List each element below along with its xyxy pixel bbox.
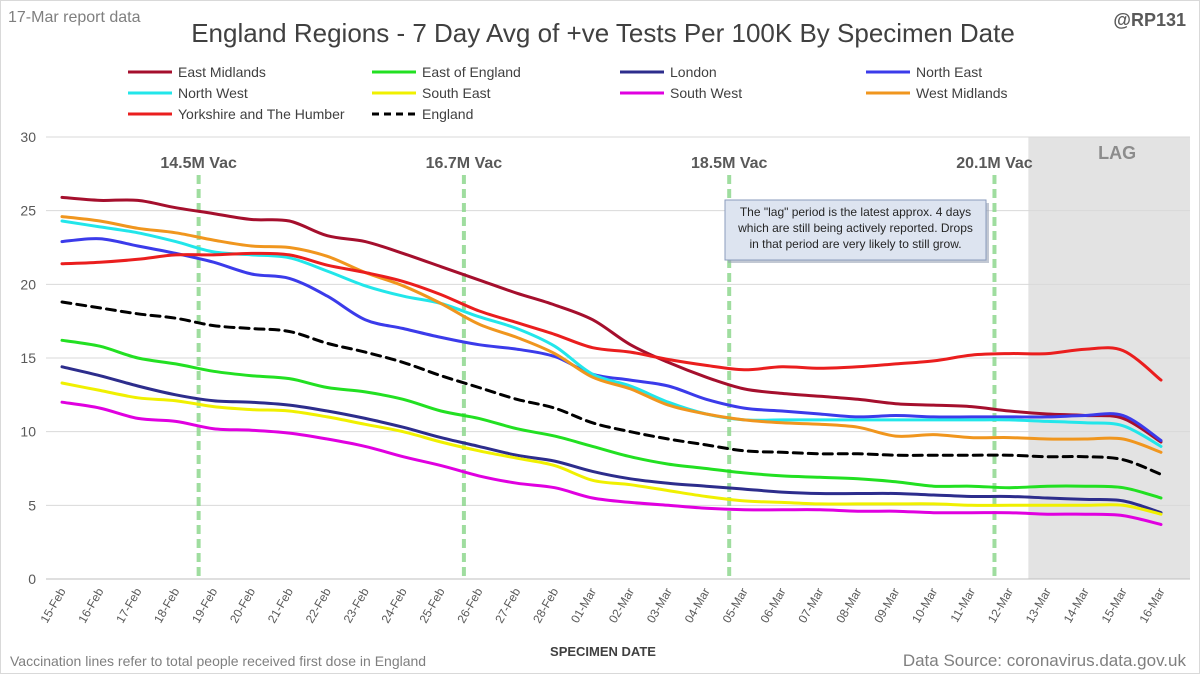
legend: East Midlands East of England London North … [128, 64, 1008, 122]
report-label: 17-Mar report data [8, 9, 141, 26]
y-tick-label: 10 [20, 424, 36, 440]
chart-title: England Regions - 7 Day Avg of +ve Tests… [191, 18, 1015, 48]
series-line-south-east [60, 381, 1163, 516]
legend-label-england: England [422, 106, 473, 122]
legend-label-east-midlands: East Midlands [178, 64, 266, 80]
legend-label-west-midlands: West Midlands [916, 85, 1008, 101]
legend-label-east-of-england: East of England [422, 64, 521, 80]
series-line-east-midlands [60, 195, 1163, 444]
series-line-west-midlands [60, 215, 1163, 454]
y-tick-label: 0 [28, 571, 36, 587]
legend-label-south-east: South East [422, 85, 491, 101]
annotation-box [724, 199, 987, 261]
footer-source: Data Source: coronavirus.data.gov.uk [903, 651, 1187, 670]
vaccination-label: 16.7M Vac [426, 155, 503, 172]
annotation-text: The "lag" period is the latest approx. 4… [740, 205, 971, 219]
annotation-text: in that period are very likely to still … [749, 237, 961, 251]
series-line-north-east [60, 237, 1163, 442]
lag-label: LAG [1098, 143, 1136, 163]
legend-label-london: London [670, 64, 717, 80]
y-tick-label: 15 [20, 350, 36, 366]
series-line-south-west [60, 400, 1163, 526]
legend-label-north-west: North West [178, 85, 248, 101]
vaccination-label: 14.5M Vac [160, 155, 237, 172]
series-line-east-of-england [60, 338, 1163, 500]
vaccination-label: 18.5M Vac [691, 155, 768, 172]
y-tick-label: 30 [20, 129, 36, 145]
legend-label-north-east: North East [916, 64, 982, 80]
y-tick-label: 20 [20, 276, 36, 292]
y-tick-label: 5 [28, 497, 36, 513]
legend-label-south-west: South West [670, 85, 742, 101]
y-tick-label: 25 [20, 203, 36, 219]
x-axis-label: SPECIMEN DATE [550, 644, 656, 659]
series-line-london [60, 365, 1163, 515]
vaccination-label: 20.1M Vac [956, 155, 1033, 172]
annotation-text: which are still being actively reported.… [737, 221, 973, 235]
legend-label-yorkshire-and-the-humber: Yorkshire and The Humber [178, 106, 345, 122]
series-line-england [60, 300, 1163, 476]
handle-label: @RP131 [1113, 10, 1186, 30]
footer-note: Vaccination lines refer to total people … [10, 653, 426, 669]
series-line-yorkshire-and-the-humber [60, 251, 1163, 382]
